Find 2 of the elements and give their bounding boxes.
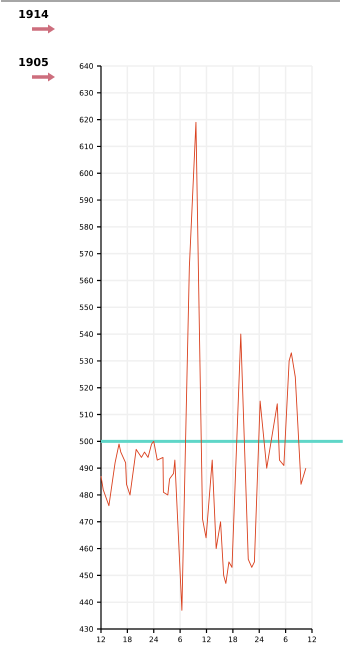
text: 1914 <box>19 10 48 18</box>
text: 1905 <box>19 58 48 66</box>
